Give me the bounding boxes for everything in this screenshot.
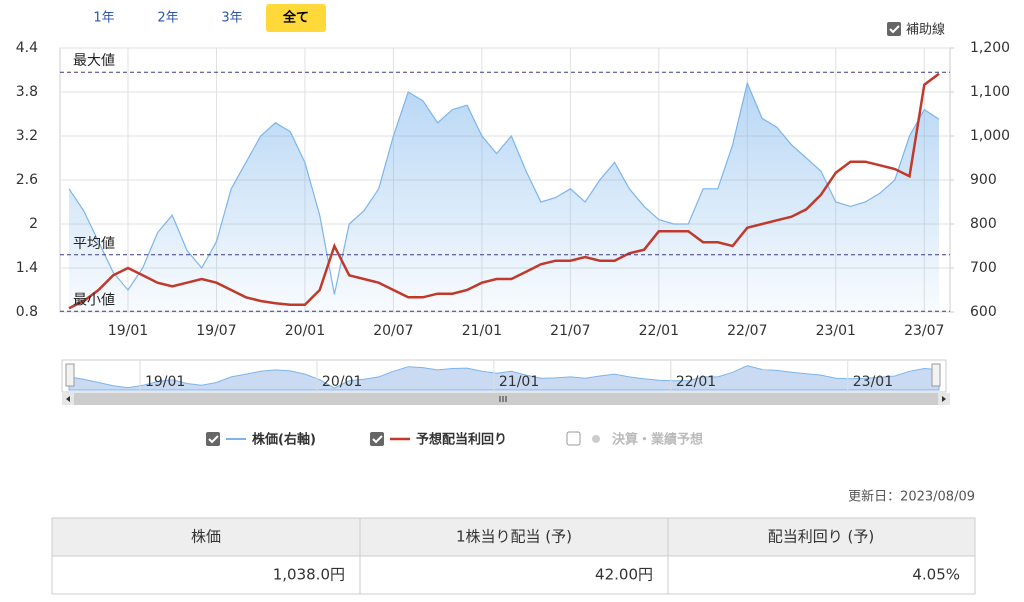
range-button[interactable]: 3年 (221, 11, 242, 26)
y2-tick-label: 900 (970, 172, 997, 188)
table-cell: 42.00円 (595, 566, 653, 584)
y-tick-label: 4.4 (16, 40, 38, 56)
y-tick-label: 2 (29, 216, 38, 232)
legend-checkbox[interactable] (370, 432, 384, 446)
navigator-area (68, 365, 940, 391)
events-dot (592, 435, 600, 443)
navigator-label: 19/01 (145, 374, 185, 390)
events-label[interactable]: 決算・業績予想 (612, 432, 703, 448)
y2-tick-label: 1,100 (970, 84, 1010, 100)
legend-checkbox[interactable] (206, 432, 220, 446)
y-tick-label: 3.2 (16, 128, 38, 144)
x-tick-label: 21/01 (462, 323, 502, 339)
y2-tick-label: 1,200 (970, 40, 1010, 56)
range-button[interactable]: 1年 (93, 11, 114, 26)
y2-tick-label: 700 (970, 260, 997, 276)
reference-label: 最小値 (73, 292, 115, 308)
y-tick-label: 0.8 (16, 304, 38, 320)
x-tick-label: 22/07 (727, 323, 767, 339)
reference-label: 平均値 (73, 236, 115, 252)
table-cell: 4.05% (912, 566, 960, 584)
y-tick-label: 2.6 (16, 172, 38, 188)
y2-tick-label: 1,000 (970, 128, 1010, 144)
check-icon (208, 435, 219, 444)
table-header: 配当利回り (予) (768, 528, 874, 546)
x-tick-label: 20/01 (285, 323, 325, 339)
y-tick-label: 1.4 (16, 260, 38, 276)
y2-tick-label: 800 (970, 216, 997, 232)
x-tick-label: 21/07 (550, 323, 590, 339)
x-tick-label: 23/07 (904, 323, 944, 339)
table-cell: 1,038.0円 (273, 566, 345, 584)
legend-label[interactable]: 株価(右軸) (252, 432, 316, 448)
check-icon (889, 25, 900, 34)
nav-handle[interactable] (931, 363, 941, 387)
x-tick-label: 22/01 (639, 323, 679, 339)
legend-label[interactable]: 予想配当利回り (416, 432, 507, 448)
series-line (68, 81, 940, 295)
table-header: 株価 (191, 528, 221, 546)
range-button-active[interactable] (266, 4, 326, 32)
table-grid (52, 518, 975, 594)
series-line (68, 72, 940, 310)
y-tick-label: 3.8 (16, 84, 38, 100)
navigator-label: 20/01 (322, 374, 362, 390)
navigator-label: 21/01 (499, 374, 539, 390)
aux-label[interactable]: 補助線 (906, 22, 945, 38)
check-icon (372, 435, 383, 444)
events-checkbox[interactable] (566, 431, 581, 446)
updated-date: 更新日：2023/08/09 (848, 489, 975, 505)
y2-tick-label: 600 (970, 304, 997, 320)
table-header: 1株当り配当 (予) (456, 528, 572, 546)
x-tick-label: 20/07 (373, 323, 413, 339)
range-button[interactable]: 2年 (157, 11, 178, 26)
aux-checkbox[interactable] (887, 22, 901, 36)
nav-handle[interactable] (65, 363, 75, 387)
x-tick-label: 19/07 (196, 323, 236, 339)
x-tick-label: 19/01 (108, 323, 148, 339)
reference-label: 最大値 (73, 53, 115, 69)
range-button[interactable]: 全て (282, 10, 309, 26)
x-tick-label: 23/01 (816, 323, 856, 339)
navigator-label: 23/01 (853, 374, 893, 390)
navigator-label: 22/01 (676, 374, 716, 390)
scroll-grip (499, 396, 507, 402)
table-header-bg (52, 518, 975, 556)
